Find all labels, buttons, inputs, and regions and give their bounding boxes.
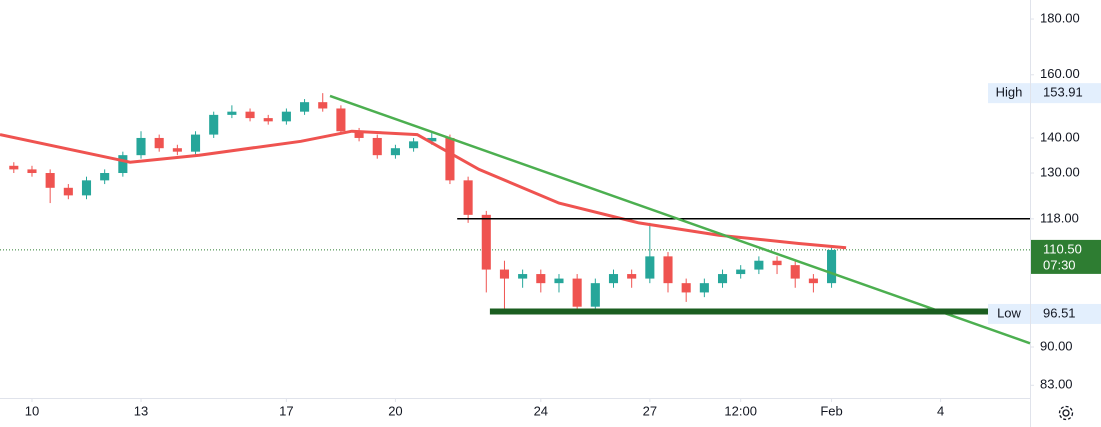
candle-body: [754, 260, 764, 270]
y-tick-label: 90.00: [1040, 338, 1073, 353]
countdown-label: 07:30: [1043, 257, 1076, 272]
last-price-box: [1031, 239, 1101, 274]
low-marker-value: 96.51: [1043, 305, 1076, 320]
candle-body: [263, 118, 273, 122]
candle-body: [445, 137, 455, 181]
low-marker-box: [988, 303, 1030, 324]
high-marker-label: High: [996, 85, 1023, 100]
candle-body: [463, 180, 473, 215]
y-tick-label: 118.00: [1040, 210, 1079, 225]
y-tick-label: 140.00: [1040, 129, 1080, 144]
candle-body: [663, 256, 673, 284]
high-marker-value: 153.91: [1043, 85, 1083, 100]
y-tick-label: 83.00: [1040, 377, 1073, 392]
candle-body: [81, 180, 92, 196]
candle-body: [172, 148, 182, 152]
y-tick-label: 160.00: [1040, 66, 1080, 81]
candle-body: [627, 274, 637, 279]
candle-body: [336, 108, 346, 132]
candle-body: [681, 283, 691, 293]
y-tick-label: 130.00: [1040, 164, 1080, 179]
candle-body: [209, 114, 219, 135]
x-tick-label: 24: [534, 403, 548, 418]
x-tick-label: 20: [388, 403, 402, 418]
low-marker-value-box: [1031, 303, 1101, 324]
candle-body: [608, 274, 619, 284]
candle-body: [9, 165, 19, 170]
candle-body: [772, 260, 782, 266]
candle-body: [27, 169, 37, 174]
last-price-label: 110.50: [1043, 241, 1082, 256]
candle-body: [572, 278, 582, 307]
candle-body: [645, 256, 655, 279]
moving-average-line: [0, 129, 847, 250]
high-marker-value-box: [1031, 83, 1101, 104]
low-marker-label: Low: [997, 305, 1021, 320]
candle-body: [499, 269, 510, 279]
candle-body: [45, 173, 55, 188]
candle-body: [808, 278, 818, 284]
y-tick-label: 180.00: [1040, 10, 1080, 25]
candle-body: [300, 102, 310, 112]
candle-body: [536, 274, 546, 284]
candle-body: [790, 265, 800, 279]
candle-body: [136, 137, 146, 156]
x-tick-label: 13: [134, 403, 148, 418]
candle-body: [245, 111, 255, 119]
candle-body: [281, 111, 291, 122]
candle-body: [227, 111, 237, 115]
candle-body: [518, 274, 528, 279]
candle-body: [827, 249, 837, 284]
x-tick-label: Feb: [820, 403, 842, 418]
candle-body: [63, 187, 73, 196]
candle-body: [736, 269, 746, 275]
trendline: [329, 94, 1031, 345]
candle-body: [372, 137, 382, 156]
candle-body: [699, 283, 709, 293]
candle-body: [190, 134, 201, 152]
candle-body: [354, 131, 364, 138]
x-tick-label: 17: [279, 403, 293, 418]
candle-body: [590, 283, 600, 307]
candle-body: [717, 274, 728, 284]
candle-body: [390, 148, 400, 156]
candle-body: [318, 102, 328, 109]
candle-body: [100, 173, 110, 181]
x-tick-label: 4: [937, 403, 944, 418]
candle-body: [154, 137, 164, 149]
x-tick-label: 12:00: [724, 403, 757, 418]
high-marker-box: [988, 83, 1030, 104]
x-tick-label: 10: [25, 403, 39, 418]
candle-body: [427, 137, 437, 142]
settings-icon[interactable]: [1058, 405, 1074, 421]
candle-body: [118, 155, 128, 174]
x-tick-label: 27: [643, 403, 657, 418]
candle-body: [409, 141, 419, 149]
candle-body: [481, 214, 491, 270]
candle-body: [554, 278, 564, 284]
